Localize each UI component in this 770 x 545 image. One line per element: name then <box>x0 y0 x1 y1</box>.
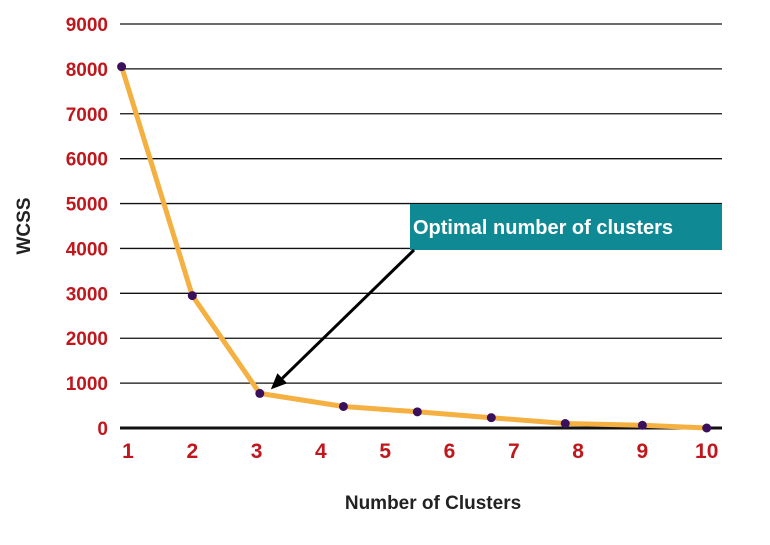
x-tick-label: 8 <box>572 440 584 463</box>
annotation-arrow <box>281 248 416 380</box>
y-tick-labels: 0 1000 2000 3000 4000 5000 6000 7000 8000 9000 <box>66 15 108 440</box>
data-point <box>117 62 127 72</box>
annotation-arrowhead <box>270 373 288 390</box>
x-tick-label: 5 <box>379 440 391 463</box>
x-tick-label: 1 <box>122 440 134 463</box>
data-point <box>187 291 197 301</box>
y-tick-label: 2000 <box>66 329 108 350</box>
y-tick-label: 3000 <box>66 284 108 305</box>
y-axis-label: WCSS <box>14 198 35 255</box>
data-point <box>560 419 570 429</box>
x-tick-label: 10 <box>695 440 718 463</box>
x-tick-label: 9 <box>637 440 649 463</box>
annotation-box <box>410 204 722 250</box>
annotation-text: Optimal number of clusters <box>413 217 673 239</box>
data-point <box>637 420 647 430</box>
data-point <box>486 413 496 423</box>
x-tick-labels: 1 2 3 4 5 6 7 8 9 10 <box>122 440 718 463</box>
gridlines <box>120 23 722 384</box>
data-point <box>412 407 422 417</box>
x-axis-label: Number of Clusters <box>345 493 521 514</box>
y-tick-label: 9000 <box>66 15 108 36</box>
data-point <box>338 401 348 411</box>
data-points <box>117 62 712 433</box>
y-tick-label: 0 <box>97 419 108 440</box>
y-tick-label: 5000 <box>66 195 108 216</box>
y-tick-label: 1000 <box>66 374 108 395</box>
y-tick-label: 6000 <box>66 150 108 171</box>
x-tick-label: 2 <box>186 440 198 463</box>
data-point <box>255 388 265 398</box>
y-tick-label: 8000 <box>66 60 108 81</box>
x-tick-label: 6 <box>444 440 456 463</box>
annotation: Optimal number of clusters <box>270 204 722 390</box>
data-point <box>702 423 712 433</box>
y-tick-label: 7000 <box>66 105 108 126</box>
x-tick-label: 4 <box>315 440 327 463</box>
x-tick-label: 3 <box>251 440 263 463</box>
x-tick-label: 7 <box>508 440 520 463</box>
y-tick-label: 4000 <box>66 239 108 260</box>
